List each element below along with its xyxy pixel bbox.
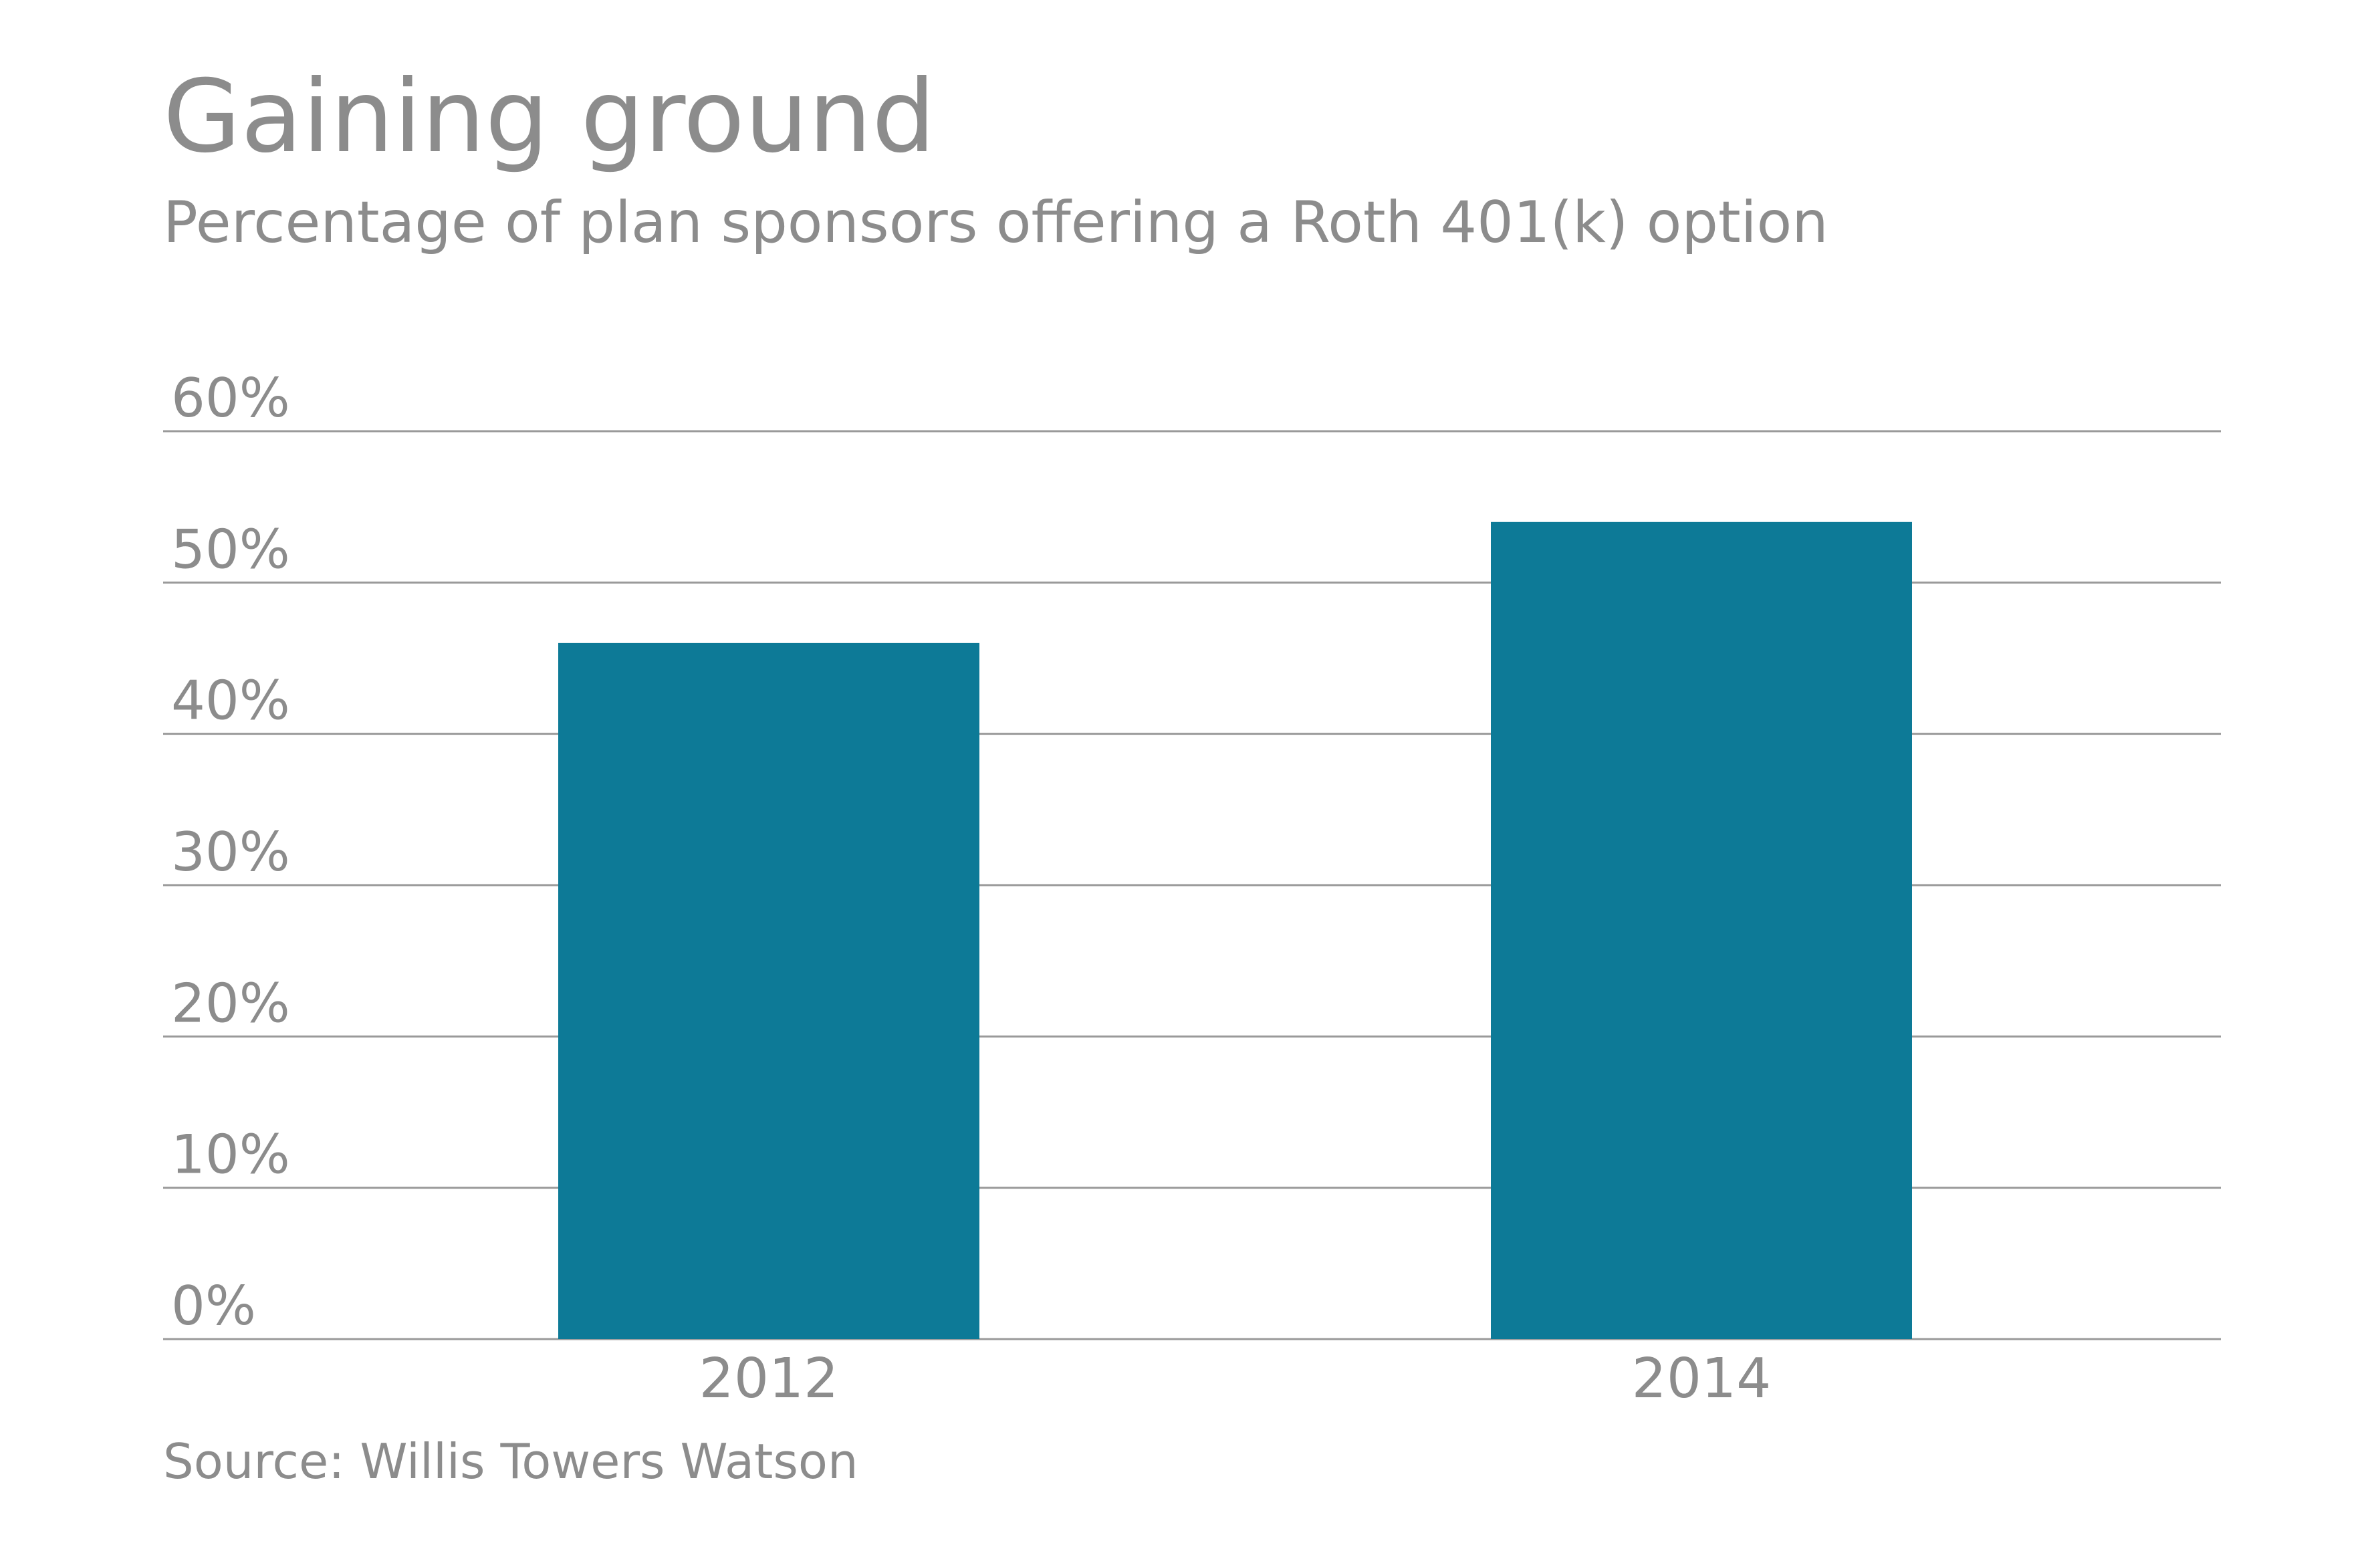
y-tick-label: 20% bbox=[171, 972, 290, 1034]
x-axis-tick-labels: 2012 2014 bbox=[699, 1347, 1772, 1411]
x-tick-label: 2012 bbox=[699, 1347, 839, 1411]
x-tick-label: 2014 bbox=[1632, 1347, 1772, 1411]
gridlines bbox=[163, 430, 2221, 1340]
chart-title: Gaining ground bbox=[163, 59, 936, 175]
source-note: Source: Willis Towers Watson bbox=[163, 1433, 858, 1489]
bars bbox=[558, 521, 1912, 1339]
y-tick-label: 50% bbox=[171, 518, 290, 580]
y-tick-label: 60% bbox=[171, 367, 290, 429]
y-tick-label: 40% bbox=[171, 670, 290, 732]
bar-2014 bbox=[1491, 521, 1912, 1339]
y-tick-label: 0% bbox=[171, 1275, 256, 1337]
bar-2012 bbox=[558, 642, 979, 1339]
y-tick-label: 10% bbox=[171, 1124, 290, 1186]
y-axis-tick-labels: 0% 10% 20% 30% 40% 50% 60% bbox=[171, 367, 290, 1337]
chart-subtitle: Percentage of plan sponsors offering a R… bbox=[163, 189, 1828, 256]
y-tick-label: 30% bbox=[171, 821, 290, 883]
